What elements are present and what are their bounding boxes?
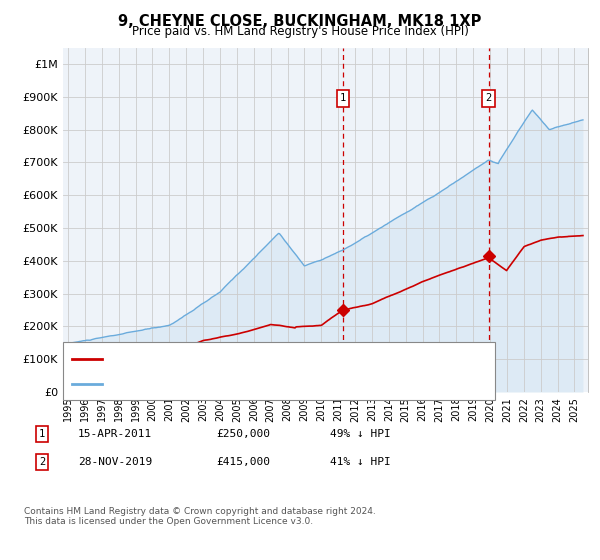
Text: £250,000: £250,000 [216, 429, 270, 439]
Text: 28-NOV-2019: 28-NOV-2019 [78, 457, 152, 467]
Text: 41% ↓ HPI: 41% ↓ HPI [330, 457, 391, 467]
Text: 1: 1 [340, 94, 346, 104]
Text: 49% ↓ HPI: 49% ↓ HPI [330, 429, 391, 439]
Text: 1: 1 [39, 429, 45, 439]
Text: HPI: Average price, detached house, Buckinghamshire: HPI: Average price, detached house, Buck… [108, 379, 392, 389]
Text: £415,000: £415,000 [216, 457, 270, 467]
Text: 15-APR-2011: 15-APR-2011 [78, 429, 152, 439]
Text: 2: 2 [485, 94, 491, 104]
Text: 9, CHEYNE CLOSE, BUCKINGHAM, MK18 1XP: 9, CHEYNE CLOSE, BUCKINGHAM, MK18 1XP [118, 14, 482, 29]
Text: 9, CHEYNE CLOSE, BUCKINGHAM, MK18 1XP (detached house): 9, CHEYNE CLOSE, BUCKINGHAM, MK18 1XP (d… [108, 354, 433, 364]
Text: 2: 2 [39, 457, 45, 467]
Text: Contains HM Land Registry data © Crown copyright and database right 2024.
This d: Contains HM Land Registry data © Crown c… [24, 507, 376, 526]
Text: Price paid vs. HM Land Registry's House Price Index (HPI): Price paid vs. HM Land Registry's House … [131, 25, 469, 38]
